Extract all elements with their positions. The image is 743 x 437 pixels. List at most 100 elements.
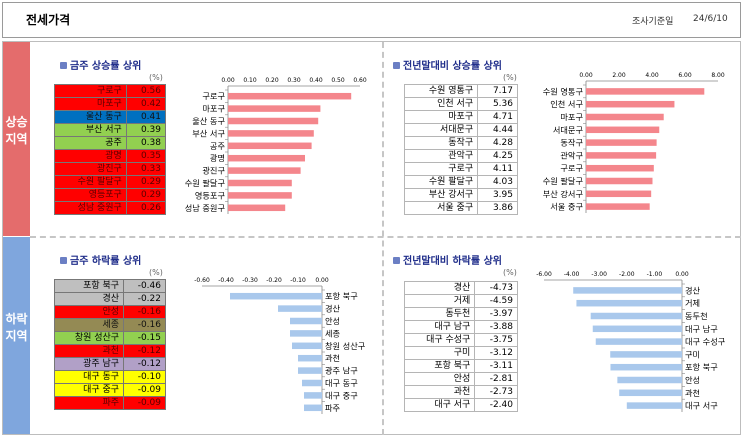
- category-label: 인천 서구: [550, 99, 583, 109]
- category-label: 마포구: [202, 104, 225, 114]
- value-cell: -3.12: [474, 346, 518, 360]
- x-tick-label: 0.20: [265, 77, 279, 84]
- bar-5: [586, 139, 657, 146]
- bar-8: [586, 177, 653, 185]
- category-label: 대구 동구: [325, 378, 358, 388]
- region-name-cell: 광주 남구: [53, 357, 125, 371]
- x-tick-label: 0.60: [353, 77, 367, 84]
- table-row: 영등포구 0.29: [54, 188, 167, 202]
- x-tick-label: 0.40: [309, 77, 323, 84]
- category-label: 동두천: [685, 311, 708, 321]
- bar-8: [228, 179, 292, 187]
- table-row: 광명 0.35: [54, 149, 167, 163]
- column-divider: [382, 42, 384, 435]
- category-label: 안성: [325, 316, 340, 326]
- x-tick-label: -0.20: [266, 277, 282, 284]
- table-row: 대구 중구 -0.09: [53, 383, 166, 397]
- table-ytd-fall: 경산 -4.73 거제 -4.59 동두천 -3.97 대구 남구 -3.88 대구 수성구 -3…: [403, 281, 518, 412]
- category-label: 대구 서구: [685, 401, 718, 411]
- table-row: 대구 서구 -2.40: [403, 398, 518, 412]
- bar-3: [228, 117, 319, 125]
- table-row: 수원 팔달구 4.03: [403, 175, 518, 189]
- table-row: 세종 -0.16: [53, 318, 166, 332]
- x-tick-label: 0.50: [331, 77, 345, 84]
- value-cell: 3.86: [477, 201, 518, 215]
- x-tick-label: -0.10: [290, 277, 306, 284]
- table-row: 성남 중원구 0.26: [54, 201, 167, 215]
- region-name-cell: 대구 남구: [403, 320, 476, 334]
- category-label: 마포구: [560, 112, 583, 122]
- bar-2: [278, 305, 322, 312]
- bar-3: [290, 317, 322, 325]
- table-row: 울산 동구 0.41: [54, 110, 167, 124]
- x-tick-label: 2.00: [612, 72, 626, 79]
- region-name-cell: 성남 중원구: [54, 201, 127, 215]
- x-tick-label: -4.00: [564, 271, 580, 278]
- bar-3: [586, 113, 664, 121]
- category-label: 관악구: [560, 150, 583, 160]
- region-name-cell: 파주: [53, 396, 125, 410]
- table-row: 마포구 0.42: [54, 97, 167, 111]
- category-label: 과천: [325, 353, 340, 363]
- value-cell: -2.40: [474, 398, 518, 412]
- value-cell: 4.28: [477, 136, 518, 150]
- table-row: 경산 -0.22: [53, 292, 166, 306]
- x-tick-label: 0.00: [675, 271, 689, 278]
- region-name-cell: 구미: [403, 346, 476, 360]
- table-row: 수원 팔달구 0.29: [54, 175, 167, 189]
- x-tick-label: 0.00: [221, 77, 235, 84]
- table-row: 파주 -0.09: [53, 396, 166, 410]
- bar-10: [228, 204, 286, 212]
- table-row: 마포구 4.71: [403, 110, 518, 124]
- value-cell: 4.11: [477, 162, 518, 176]
- value-cell: -0.09: [123, 383, 166, 397]
- table-row: 서울 중구 3.86: [403, 201, 518, 215]
- bar-7: [610, 363, 682, 371]
- value-cell: 0.35: [125, 149, 167, 163]
- bar-6: [228, 154, 305, 162]
- value-cell: -0.12: [123, 344, 166, 358]
- region-name-cell: 구로구: [403, 162, 479, 176]
- region-name-cell: 부산 강서구: [403, 188, 479, 202]
- value-cell: -4.73: [474, 281, 518, 295]
- table-ytd-rise: 수원 영통구 7.17 인천 서구 5.36 마포구 4.71 서대문구 4.44 동작구 4.2…: [403, 84, 518, 215]
- x-tick-label: 4.00: [645, 72, 659, 79]
- region-name-cell: 경산: [53, 292, 125, 306]
- value-cell: 4.25: [477, 149, 518, 163]
- value-cell: -0.12: [123, 357, 166, 371]
- bar-1: [230, 292, 322, 300]
- bar-2: [228, 105, 321, 112]
- region-name-cell: 안성: [53, 305, 125, 319]
- unit-ytd-fall: (%): [503, 268, 517, 277]
- table-row: 창원 성산구 -0.15: [53, 331, 166, 345]
- value-cell: 0.39: [125, 123, 167, 137]
- value-cell: -0.15: [123, 331, 166, 345]
- bar-1: [228, 92, 352, 100]
- region-name-cell: 대구 동구: [53, 370, 125, 384]
- x-tick-label: 0.10: [243, 77, 257, 84]
- side-label-fall-text: 하락지역: [5, 312, 28, 343]
- table-row: 대구 수성구 -3.75: [403, 333, 518, 347]
- value-cell: 5.36: [477, 97, 518, 111]
- region-name-cell: 안성: [403, 372, 476, 386]
- category-label: 부산 서구: [192, 128, 225, 138]
- category-label: 세종: [325, 328, 341, 338]
- header-bar: [2, 2, 741, 38]
- value-cell: -3.88: [474, 320, 518, 334]
- category-label: 수원 팔달구: [185, 178, 226, 188]
- x-tick-label: -3.00: [591, 271, 607, 278]
- category-label: 서울 중구: [550, 202, 583, 212]
- table-row: 안성 -0.16: [53, 305, 166, 319]
- category-label: 구로구: [202, 91, 225, 101]
- category-label: 광명: [210, 153, 225, 163]
- x-tick-label: -0.40: [218, 277, 234, 284]
- table-row: 대구 동구 -0.10: [53, 370, 166, 384]
- panel-title-week-fall: 금주 하락률 상위: [60, 252, 141, 267]
- title-bullet-icon: [393, 257, 400, 264]
- x-tick-label: -2.00: [619, 271, 635, 278]
- category-label: 성남 중원구: [185, 203, 226, 213]
- table-row: 거제 -4.59: [403, 294, 518, 308]
- category-label: 영등포구: [195, 190, 226, 200]
- row-divider: [30, 236, 741, 238]
